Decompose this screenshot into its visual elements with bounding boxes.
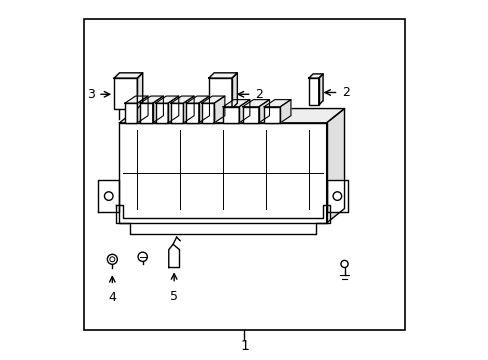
Text: 2: 2 (255, 88, 263, 101)
Bar (201, 103, 214, 123)
Circle shape (332, 192, 341, 201)
Polygon shape (98, 180, 119, 212)
Polygon shape (186, 96, 209, 103)
Polygon shape (308, 74, 323, 78)
Polygon shape (155, 96, 179, 103)
Text: 3: 3 (86, 88, 94, 101)
Circle shape (110, 257, 115, 262)
Bar (308, 78, 318, 105)
Polygon shape (201, 96, 224, 103)
Bar (124, 103, 137, 123)
Bar (119, 123, 326, 223)
Polygon shape (326, 109, 344, 223)
Text: 4: 4 (108, 291, 116, 304)
Polygon shape (264, 100, 290, 107)
Polygon shape (171, 96, 194, 103)
Polygon shape (137, 96, 148, 123)
Bar (208, 78, 231, 109)
Bar (155, 103, 168, 123)
Polygon shape (124, 96, 148, 103)
Bar (242, 107, 258, 123)
Polygon shape (152, 96, 163, 123)
Bar (264, 107, 280, 123)
Polygon shape (119, 109, 344, 123)
Polygon shape (116, 205, 329, 234)
Polygon shape (326, 180, 347, 212)
Polygon shape (183, 96, 194, 123)
Polygon shape (223, 100, 249, 107)
Circle shape (138, 252, 147, 261)
Polygon shape (168, 96, 179, 123)
Polygon shape (137, 73, 142, 109)
Polygon shape (114, 73, 142, 78)
Polygon shape (242, 100, 269, 107)
Polygon shape (231, 73, 237, 109)
Bar (114, 78, 137, 109)
Circle shape (104, 192, 113, 201)
Polygon shape (198, 96, 209, 123)
Polygon shape (214, 96, 224, 123)
Circle shape (340, 260, 347, 267)
Polygon shape (318, 74, 323, 105)
Text: 2: 2 (341, 86, 349, 99)
Polygon shape (239, 100, 249, 123)
Bar (140, 103, 152, 123)
Text: 5: 5 (170, 290, 178, 303)
Polygon shape (140, 96, 163, 103)
Circle shape (107, 254, 117, 264)
Polygon shape (280, 100, 290, 123)
Bar (83, 19, 405, 330)
Bar (171, 103, 183, 123)
Text: 1: 1 (240, 339, 248, 353)
Polygon shape (208, 73, 237, 78)
Bar (223, 107, 239, 123)
Bar (186, 103, 198, 123)
Polygon shape (258, 100, 269, 123)
Polygon shape (168, 244, 179, 267)
